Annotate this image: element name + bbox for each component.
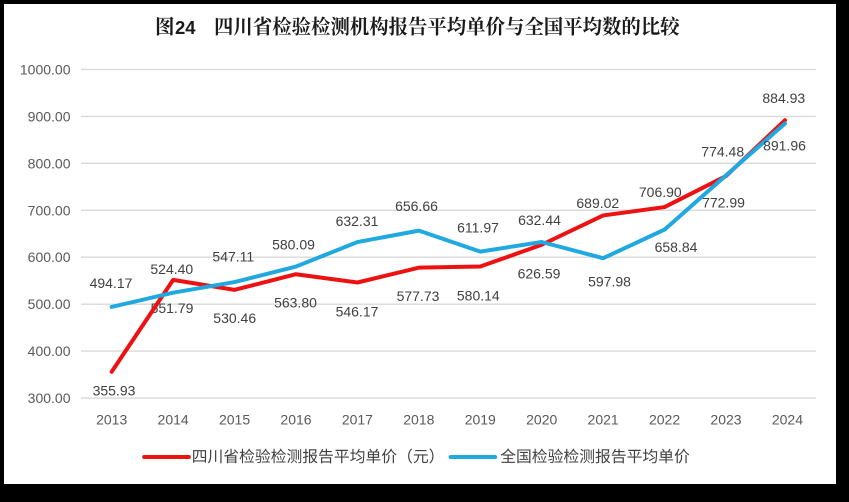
- svg-text:884.93: 884.93: [762, 90, 805, 106]
- svg-text:400.00: 400.00: [28, 343, 71, 359]
- svg-text:494.17: 494.17: [90, 275, 133, 291]
- svg-text:632.31: 632.31: [336, 213, 379, 229]
- svg-text:563.80: 563.80: [274, 295, 317, 311]
- svg-text:2014: 2014: [158, 412, 189, 428]
- svg-text:551.79: 551.79: [151, 300, 194, 316]
- svg-text:772.99: 772.99: [702, 195, 745, 211]
- svg-text:658.84: 658.84: [655, 239, 698, 255]
- svg-text:597.98: 597.98: [588, 273, 631, 289]
- svg-text:774.48: 774.48: [701, 144, 744, 160]
- svg-text:2022: 2022: [649, 412, 680, 428]
- svg-text:24: 24: [175, 17, 196, 38]
- svg-text:656.66: 656.66: [395, 198, 438, 214]
- svg-text:2019: 2019: [465, 412, 496, 428]
- svg-text:2023: 2023: [710, 412, 741, 428]
- svg-text:300.00: 300.00: [28, 390, 71, 406]
- svg-text:580.14: 580.14: [457, 288, 500, 304]
- svg-text:2015: 2015: [219, 412, 250, 428]
- svg-text:355.93: 355.93: [93, 382, 136, 398]
- svg-text:2013: 2013: [96, 412, 127, 428]
- svg-text:632.44: 632.44: [518, 212, 561, 228]
- svg-text:546.17: 546.17: [336, 304, 379, 320]
- svg-text:580.09: 580.09: [272, 237, 315, 253]
- svg-text:2016: 2016: [280, 412, 311, 428]
- svg-text:706.90: 706.90: [639, 184, 682, 200]
- svg-text:524.40: 524.40: [150, 261, 193, 277]
- svg-text:600.00: 600.00: [28, 249, 71, 265]
- svg-text:891.96: 891.96: [763, 138, 806, 154]
- svg-text:2018: 2018: [403, 412, 434, 428]
- svg-text:800.00: 800.00: [28, 155, 71, 171]
- svg-text:2021: 2021: [588, 412, 619, 428]
- svg-text:2024: 2024: [772, 412, 803, 428]
- svg-text:626.59: 626.59: [518, 266, 561, 282]
- svg-text:2017: 2017: [342, 412, 373, 428]
- svg-text:900.00: 900.00: [28, 108, 71, 124]
- svg-text:611.97: 611.97: [457, 220, 499, 236]
- svg-text:689.02: 689.02: [576, 195, 619, 211]
- svg-text:530.46: 530.46: [213, 310, 256, 326]
- svg-text:500.00: 500.00: [28, 296, 71, 312]
- svg-text:700.00: 700.00: [28, 202, 71, 218]
- svg-text:2020: 2020: [526, 412, 557, 428]
- svg-text:577.73: 577.73: [397, 288, 440, 304]
- svg-text:547.11: 547.11: [212, 249, 254, 265]
- svg-text:1000.00: 1000.00: [20, 61, 71, 77]
